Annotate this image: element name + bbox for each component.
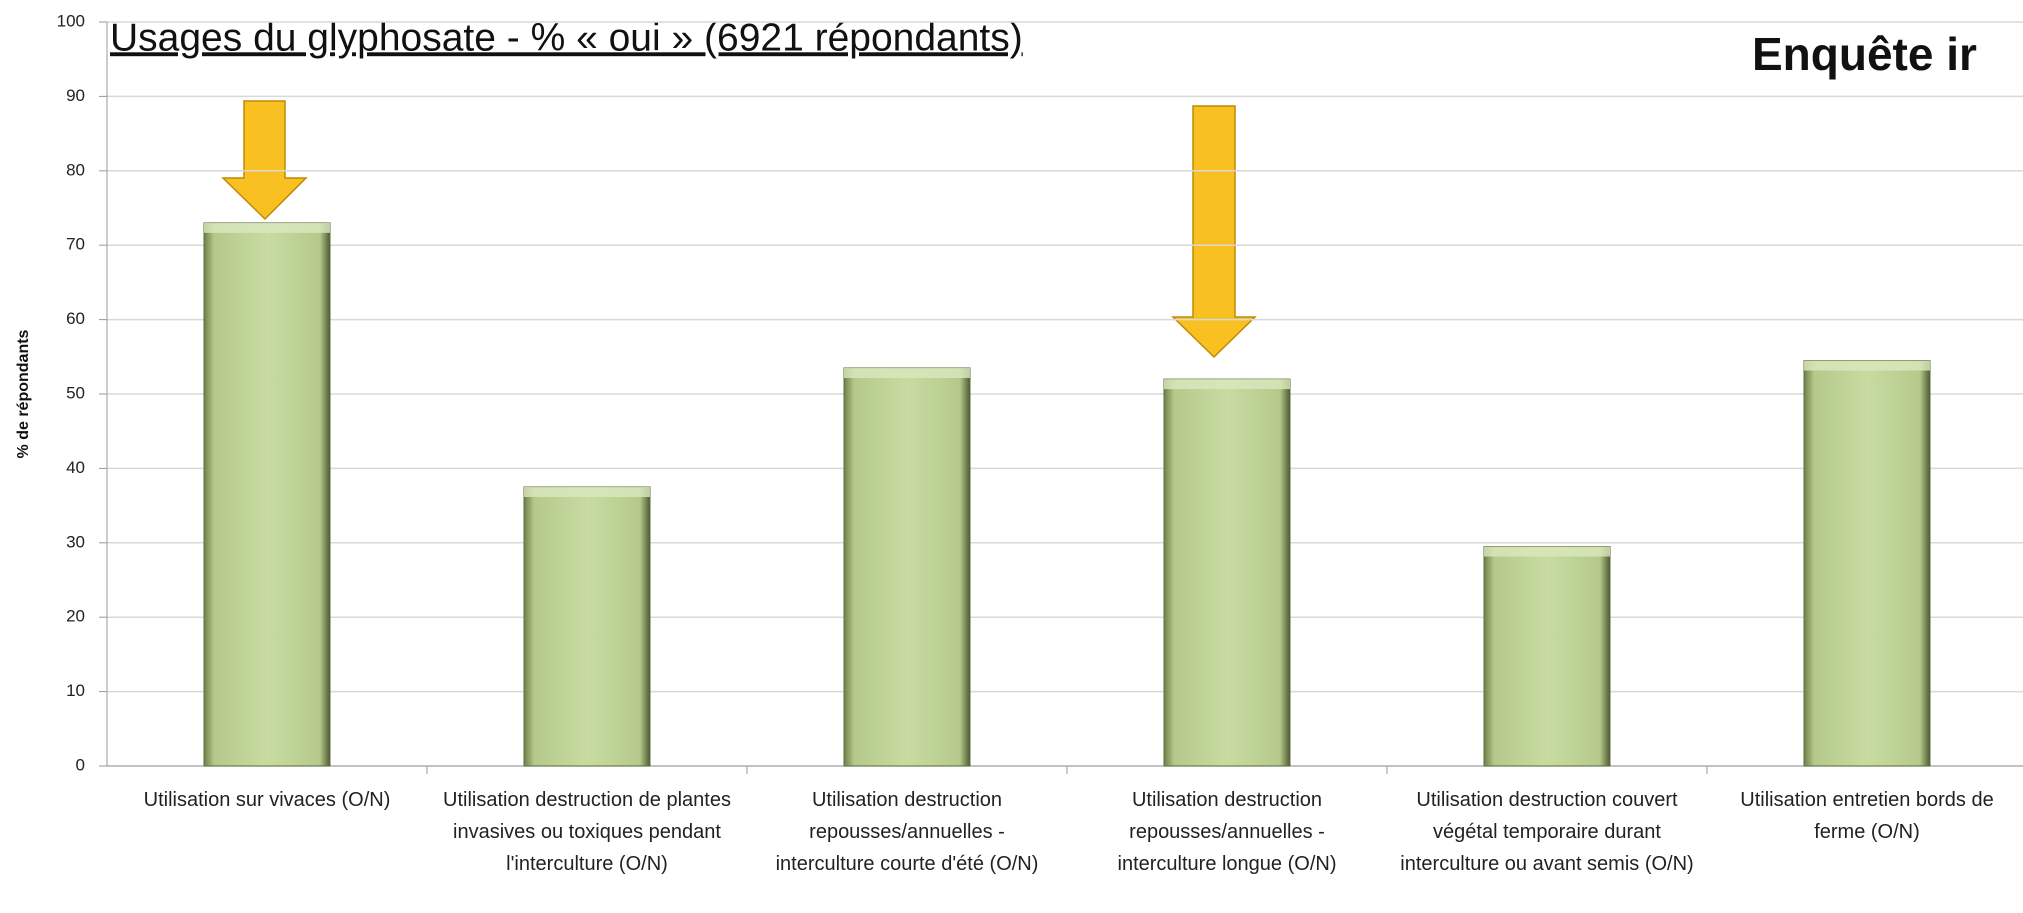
bar-bevel <box>1804 360 1930 371</box>
bar <box>523 486 651 767</box>
bar-bevel <box>204 222 330 233</box>
bar-bevel <box>844 367 970 378</box>
bar-bevel <box>1484 546 1610 557</box>
y-tick-label: 60 <box>66 309 85 328</box>
bar <box>1803 360 1931 767</box>
x-tick-label: Utilisation entretien bords de ferme (O/… <box>1740 789 1994 843</box>
bar <box>1163 378 1291 767</box>
bar <box>203 222 331 767</box>
chart-title: Usages du glyphosate - % « oui » (6921 r… <box>110 16 1023 59</box>
bar <box>843 367 971 767</box>
bar <box>1483 546 1611 767</box>
y-tick-label: 70 <box>66 235 85 254</box>
y-tick-label: 50 <box>66 383 85 402</box>
x-tick-label: Utilisation destruction couvert végétal … <box>1400 789 1694 875</box>
arrow <box>221 100 308 221</box>
bar-bevel <box>1164 379 1290 390</box>
x-tick-label: Utilisation sur vivaces (O/N) <box>143 789 391 811</box>
y-tick-label: 90 <box>66 86 85 105</box>
x-tick-label: Utilisation destruction repousses/annuel… <box>775 789 1039 875</box>
y-tick-label: 40 <box>66 458 85 477</box>
y-tick-label: 0 <box>76 755 85 774</box>
y-tick-label: 10 <box>66 681 85 700</box>
y-tick-label: 100 <box>57 11 85 30</box>
chart-subtitle: Enquête ir <box>1752 28 1977 80</box>
x-tick-label: Utilisation destruction repousses/annuel… <box>1117 789 1337 875</box>
bar-bevel <box>524 487 650 497</box>
x-tick-label: Utilisation destruction de plantes invas… <box>443 789 731 875</box>
y-tick-label: 20 <box>66 607 85 626</box>
y-tick-label: 80 <box>66 160 85 179</box>
y-axis-label: % de répondants <box>15 329 32 458</box>
y-tick-label: 30 <box>66 532 85 551</box>
arrow <box>1171 105 1257 359</box>
